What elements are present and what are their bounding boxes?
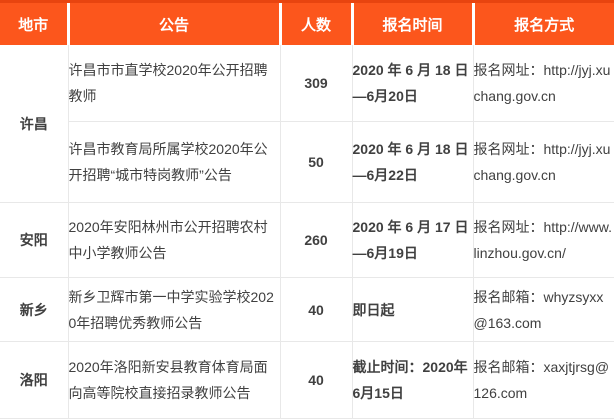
time-cell: 2020 年 6 月 18 日—6月22日	[352, 121, 474, 203]
method-cell: 报名邮箱：whyzsyxx@163.com	[473, 277, 614, 342]
count-cell: 309	[280, 45, 353, 122]
table-row: 安阳 2020年安阳林州市公开招聘农村中小学教师公告 260 2020 年 6 …	[0, 202, 614, 278]
city-cell-xinxiang: 新乡	[0, 277, 69, 342]
count-cell: 260	[280, 202, 353, 278]
col-header-count: 人数	[278, 0, 352, 45]
time-cell: 截止时间：2020年6月15日	[352, 341, 474, 419]
city-cell-luoyang: 洛阳	[0, 341, 69, 419]
announcement-cell: 2020年安阳林州市公开招聘农村中小学教师公告	[68, 202, 281, 278]
table-row: 洛阳 2020年洛阳新安县教育体育局面向高等院校直接招录教师公告 40 截止时间…	[0, 341, 614, 419]
col-header-announcement: 公告	[66, 0, 280, 45]
announcement-cell: 新乡卫辉市第一中学实验学校2020年招聘优秀教师公告	[68, 277, 281, 342]
time-cell: 即日起	[352, 277, 474, 342]
method-cell: 报名网址：http://jyj.xuchang.gov.cn	[473, 45, 614, 122]
col-header-city: 地市	[0, 0, 68, 45]
header-row: 地市 公告 人数 报名时间 报名方式	[0, 0, 614, 45]
method-cell: 报名网址：http://www.linzhou.gov.cn/	[473, 202, 614, 278]
time-cell: 2020 年 6 月 18 日—6月20日	[352, 45, 474, 122]
count-cell: 40	[280, 341, 353, 419]
announcement-cell: 许昌市市直学校2020年公开招聘教师	[68, 45, 281, 122]
count-cell: 50	[280, 121, 353, 203]
method-cell: 报名网址：http://jyj.xuchang.gov.cn	[473, 121, 614, 203]
col-header-time: 报名时间	[350, 0, 473, 45]
col-header-method: 报名方式	[471, 0, 614, 45]
city-cell-anyang: 安阳	[0, 202, 69, 278]
table-row: 许昌市教育局所属学校2020年公开招聘“城市特岗教师”公告 50 2020 年 …	[0, 121, 614, 203]
count-cell: 40	[280, 277, 353, 342]
table-row: 新乡 新乡卫辉市第一中学实验学校2020年招聘优秀教师公告 40 即日起 报名邮…	[0, 277, 614, 342]
city-cell-xuchang: 许昌	[0, 45, 69, 203]
announcement-cell: 许昌市教育局所属学校2020年公开招聘“城市特岗教师”公告	[68, 121, 281, 203]
time-cell: 2020 年 6 月 17 日—6月19日	[352, 202, 474, 278]
announcement-cell: 2020年洛阳新安县教育体育局面向高等院校直接招录教师公告	[68, 341, 281, 419]
table-row: 许昌 许昌市市直学校2020年公开招聘教师 309 2020 年 6 月 18 …	[0, 45, 614, 203]
method-cell: 报名邮箱：xaxjtjrsg@126.com	[473, 341, 614, 419]
